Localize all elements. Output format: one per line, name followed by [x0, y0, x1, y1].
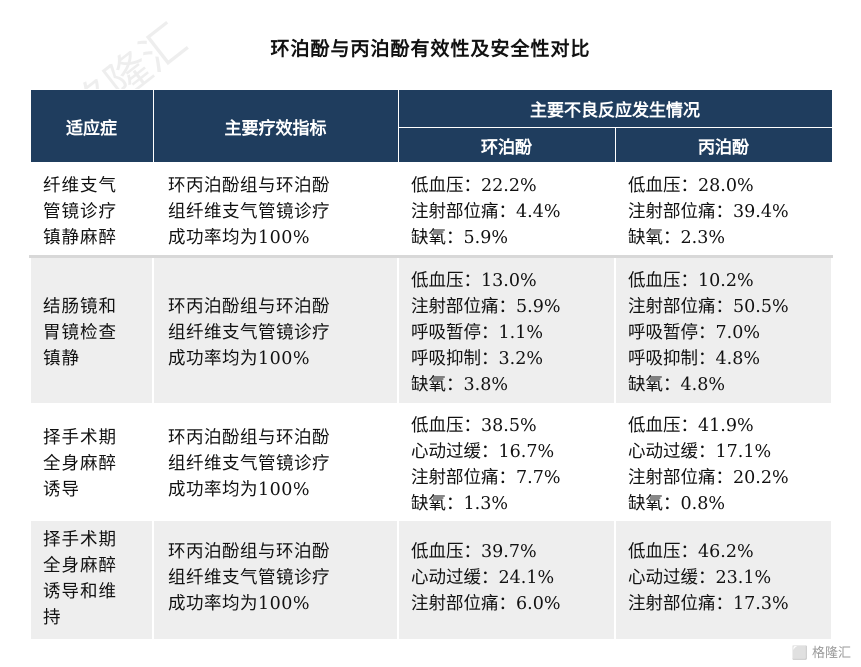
adverse-item: 低血压：28.0%: [628, 176, 754, 196]
adverse-item: 注射部位痛：5.9%: [411, 297, 561, 317]
header-indication: 适应症: [29, 89, 154, 163]
adverse-item: 注射部位痛：50.5%: [628, 297, 789, 317]
indication-text: 择手术期: [43, 530, 117, 550]
adverse-item: 缺氧：2.3%: [628, 228, 725, 248]
adverse-item: 缺氧：3.8%: [411, 375, 508, 395]
logo-text: 格隆汇: [811, 646, 851, 661]
adverse-item: 低血压：38.5%: [411, 416, 537, 436]
adverse-item: 注射部位痛：7.7%: [411, 468, 561, 488]
efficacy-text: 环丙泊酚组与环泊酚: [168, 542, 330, 562]
adverse-item: 缺氧：4.8%: [628, 375, 725, 395]
ciprofol-adverse-cell: 低血压：39.7% 心动过缓：24.1% 注射部位痛：6.0%: [397, 521, 616, 639]
table-row: 择手术期 全身麻醉 诱导 环丙泊酚组与环泊酚 组纤维支气管镜诊疗 成功率均为10…: [29, 403, 833, 521]
propofol-adverse-cell: 低血压：28.0% 注射部位痛：39.4% 缺氧：2.3%: [614, 162, 833, 258]
adverse-item: 低血压：39.7%: [411, 542, 537, 562]
efficacy-text: 环丙泊酚组与环泊酚: [168, 176, 330, 196]
propofol-adverse-cell: 低血压：41.9% 心动过缓：17.1% 注射部位痛：20.2% 缺氧：0.8%: [614, 403, 833, 521]
adverse-item: 注射部位痛：4.4%: [411, 202, 561, 222]
efficacy-text: 组纤维支气管镜诊疗: [168, 202, 330, 222]
indication-text: 择手术期: [43, 428, 117, 448]
propofol-adverse-cell: 低血压：46.2% 心动过缓：23.1% 注射部位痛：17.3%: [614, 521, 833, 639]
brand-logo: ⬜ 格隆汇: [792, 642, 851, 661]
indication-cell: 择手术期 全身麻醉 诱导: [29, 403, 154, 521]
header-ciprofol: 环泊酚: [397, 127, 616, 163]
ciprofol-adverse-cell: 低血压：22.2% 注射部位痛：4.4% 缺氧：5.9%: [397, 162, 616, 258]
comparison-table: 适应症 主要疗效指标 主要不良反应发生情况 环泊酚 丙泊酚 纤维支气 管镜诊疗 …: [29, 89, 833, 639]
indication-text: 全身麻醉: [43, 454, 117, 474]
adverse-item: 低血压：22.2%: [411, 176, 537, 196]
efficacy-text: 成功率均为100%: [168, 228, 311, 248]
propofol-adverse-cell: 低血压：10.2% 注射部位痛：50.5% 呼吸暂停：7.0% 呼吸抑制：4.8…: [614, 256, 833, 403]
ciprofol-adverse-cell: 低血压：38.5% 心动过缓：16.7% 注射部位痛：7.7% 缺氧：1.3%: [397, 403, 616, 521]
header-efficacy: 主要疗效指标: [152, 89, 399, 163]
adverse-item: 低血压：46.2%: [628, 542, 754, 562]
adverse-item: 缺氧：5.9%: [411, 228, 508, 248]
indication-text: 管镜诊疗: [43, 202, 117, 222]
adverse-item: 呼吸抑制：3.2%: [411, 349, 543, 369]
indication-text: 胃镜检查: [43, 323, 117, 343]
adverse-item: 心动过缓：23.1%: [628, 568, 772, 588]
table-row: 结肠镜和 胃镜检查 镇静 环丙泊酚组与环泊酚 组纤维支气管镜诊疗 成功率均为10…: [29, 256, 833, 403]
adverse-item: 注射部位痛：20.2%: [628, 468, 789, 488]
adverse-item: 低血压：41.9%: [628, 416, 754, 436]
adverse-item: 呼吸暂停：7.0%: [628, 323, 760, 343]
indication-cell: 纤维支气 管镜诊疗 镇静麻醉: [29, 162, 154, 258]
adverse-item: 注射部位痛：17.3%: [628, 594, 789, 614]
adverse-item: 心动过缓：16.7%: [411, 442, 555, 462]
logo-icon: ⬜: [791, 646, 808, 661]
efficacy-text: 组纤维支气管镜诊疗: [168, 323, 330, 343]
adverse-item: 呼吸抑制：4.8%: [628, 349, 760, 369]
page-title: 环泊酚与丙泊酚有效性及安全性对比: [270, 38, 591, 60]
adverse-item: 低血压：10.2%: [628, 271, 754, 291]
efficacy-cell: 环丙泊酚组与环泊酚 组纤维支气管镜诊疗 成功率均为100%: [152, 521, 399, 639]
header-propofol: 丙泊酚: [614, 127, 833, 163]
adverse-item: 缺氧：0.8%: [628, 494, 725, 514]
indication-cell: 结肠镜和 胃镜检查 镇静: [29, 256, 154, 403]
efficacy-text: 成功率均为100%: [168, 594, 311, 614]
indication-text: 镇静麻醉: [43, 228, 117, 248]
ciprofol-adverse-cell: 低血压：13.0% 注射部位痛：5.9% 呼吸暂停：1.1% 呼吸抑制：3.2%…: [397, 256, 616, 403]
header-adverse-reactions: 主要不良反应发生情况: [397, 89, 833, 128]
indication-text: 诱导和维: [43, 582, 117, 602]
efficacy-cell: 环丙泊酚组与环泊酚 组纤维支气管镜诊疗 成功率均为100%: [152, 162, 399, 258]
indication-text: 全身麻醉: [43, 556, 117, 576]
indication-text: 结肠镜和: [43, 297, 117, 317]
efficacy-text: 环丙泊酚组与环泊酚: [168, 297, 330, 317]
adverse-item: 呼吸暂停：1.1%: [411, 323, 543, 343]
efficacy-text: 组纤维支气管镜诊疗: [168, 568, 330, 588]
efficacy-cell: 环丙泊酚组与环泊酚 组纤维支气管镜诊疗 成功率均为100%: [152, 256, 399, 403]
adverse-item: 心动过缓：17.1%: [628, 442, 772, 462]
table-row: 择手术期 全身麻醉 诱导和维 持 环丙泊酚组与环泊酚 组纤维支气管镜诊疗 成功率…: [29, 521, 833, 639]
efficacy-text: 环丙泊酚组与环泊酚: [168, 428, 330, 448]
adverse-item: 缺氧：1.3%: [411, 494, 508, 514]
indication-cell: 择手术期 全身麻醉 诱导和维 持: [29, 521, 154, 639]
adverse-item: 低血压：13.0%: [411, 271, 537, 291]
efficacy-cell: 环丙泊酚组与环泊酚 组纤维支气管镜诊疗 成功率均为100%: [152, 403, 399, 521]
indication-text: 镇静: [43, 349, 80, 369]
indication-text: 持: [43, 608, 62, 628]
indication-text: 纤维支气: [43, 176, 117, 196]
indication-text: 诱导: [43, 480, 80, 500]
adverse-item: 心动过缓：24.1%: [411, 568, 555, 588]
adverse-item: 注射部位痛：39.4%: [628, 202, 789, 222]
efficacy-text: 组纤维支气管镜诊疗: [168, 454, 330, 474]
efficacy-text: 成功率均为100%: [168, 480, 311, 500]
table-row: 纤维支气 管镜诊疗 镇静麻醉 环丙泊酚组与环泊酚 组纤维支气管镜诊疗 成功率均为…: [29, 162, 833, 258]
efficacy-text: 成功率均为100%: [168, 349, 311, 369]
adverse-item: 注射部位痛：6.0%: [411, 594, 561, 614]
